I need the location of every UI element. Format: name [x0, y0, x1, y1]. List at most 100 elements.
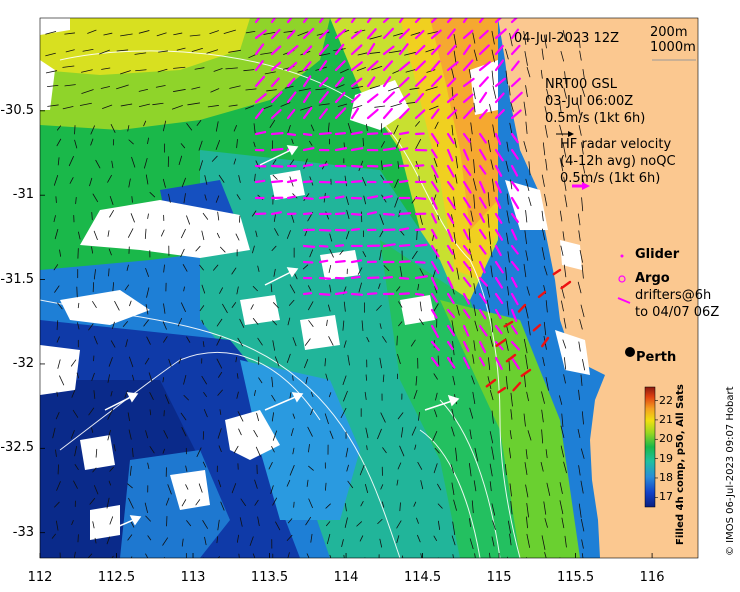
gsl-velocity-arrow — [238, 175, 241, 183]
gsl-velocity-arrow — [290, 428, 294, 436]
gsl-velocity-arrow — [545, 300, 548, 313]
colorbar — [644, 386, 658, 508]
gsl-velocity-arrow — [452, 554, 454, 558]
hf-radar-arrow — [430, 132, 440, 145]
gsl-velocity-arrow — [220, 246, 226, 253]
gsl-velocity-arrow — [209, 30, 219, 35]
gsl-velocity-arrow — [396, 286, 401, 292]
gsl-velocity-arrow — [273, 302, 279, 309]
gsl-velocity-arrow — [219, 409, 222, 415]
gsl-velocity-arrow — [163, 303, 166, 314]
hf-radar-arrow — [494, 292, 504, 305]
gsl-velocity-arrow — [435, 392, 438, 401]
hf-radar-arrow — [462, 324, 470, 337]
gsl-velocity-arrow — [546, 482, 551, 496]
gsl-velocity-arrow — [491, 70, 494, 86]
gsl-velocity-arrow — [563, 357, 567, 370]
gsl-velocity-arrow — [144, 158, 148, 169]
gsl-velocity-arrow — [202, 461, 207, 468]
gsl-velocity-arrow — [283, 30, 294, 33]
gsl-velocity-arrow — [559, 557, 561, 558]
gsl-velocity-arrow — [525, 250, 529, 261]
gsl-velocity-arrow — [87, 553, 93, 558]
gsl-velocity-arrow — [470, 210, 474, 222]
gsl-velocity-arrow — [253, 429, 258, 438]
hf-radar-arrow — [302, 163, 314, 168]
gsl-velocity-arrow — [54, 501, 60, 508]
hf-radar-arrow — [462, 308, 471, 319]
gsl-velocity-arrow — [434, 409, 438, 418]
gsl-velocity-arrow — [453, 232, 457, 244]
gsl-velocity-arrow — [473, 194, 476, 209]
gsl-velocity-arrow — [145, 174, 149, 185]
gsl-velocity-arrow — [420, 553, 423, 558]
gsl-velocity-arrow — [183, 394, 189, 401]
hf-radar-arrow — [462, 180, 472, 194]
hf-radar-arrow — [462, 356, 471, 370]
gsl-velocity-arrow — [287, 552, 290, 558]
gsl-velocity-arrow — [419, 318, 424, 326]
hf-radar-arrow — [414, 164, 425, 168]
gsl-velocity-arrow — [366, 445, 368, 451]
hf-radar-arrow — [478, 244, 487, 255]
gsl-velocity-arrow — [505, 48, 509, 60]
gsl-velocity-arrow — [380, 141, 385, 148]
gsl-velocity-arrow — [217, 389, 223, 396]
gsl-velocity-arrow — [581, 161, 586, 174]
x-tick-label: 114 — [333, 570, 359, 585]
hf-radar-arrow — [302, 196, 314, 200]
gsl-velocity-arrow — [562, 30, 566, 41]
gsl-velocity-arrow — [510, 409, 513, 420]
hf-radar-arrow — [318, 276, 332, 280]
gsl-velocity-arrow — [114, 300, 120, 311]
gsl-velocity-arrow — [541, 210, 544, 222]
hf-radar-arrow — [382, 18, 390, 24]
hf-radar-arrow — [430, 212, 438, 224]
gsl-velocity-arrow — [113, 444, 116, 452]
y-tick-label: -32.5 — [0, 440, 34, 456]
gsl-velocity-arrow — [577, 213, 581, 226]
hf-radar-arrow — [462, 93, 474, 104]
gsl-velocity-arrow — [171, 105, 183, 110]
gsl-velocity-arrow — [507, 556, 508, 558]
gsl-velocity-arrow — [437, 520, 441, 530]
gsl-velocity-arrow — [581, 553, 584, 558]
gsl-velocity-arrow — [347, 480, 354, 489]
hf-radar-arrow — [446, 61, 459, 72]
hf-radar-arrow — [510, 164, 519, 177]
gsl-velocity-arrow — [544, 193, 548, 207]
gsl-velocity-arrow — [580, 518, 585, 532]
gsl-velocity-arrow — [91, 211, 93, 221]
gsl-velocity-arrow — [417, 283, 420, 291]
gsl-velocity-arrow — [271, 394, 276, 402]
hf-radar-arrow — [350, 18, 357, 24]
hf-radar-arrow — [510, 324, 518, 335]
gsl-velocity-arrow — [304, 359, 309, 369]
gsl-velocity-arrow — [68, 156, 74, 167]
hf-radar-arrow — [510, 91, 523, 104]
gsl-velocity-arrow — [310, 408, 314, 415]
gsl-velocity-arrow — [82, 48, 94, 52]
gsl-velocity-arrow — [491, 318, 493, 333]
hf-radar-arrow — [382, 91, 396, 104]
hf-radar-arrow — [318, 44, 329, 56]
hf-radar-arrow — [494, 180, 502, 194]
hf-radar-arrow — [398, 260, 411, 264]
drifter-arrow — [505, 353, 517, 363]
gsl-velocity-arrow — [74, 445, 77, 457]
gsl-velocity-arrow — [273, 268, 276, 277]
gsl-velocity-arrow — [578, 124, 582, 136]
hf-radar-arrow — [302, 61, 312, 72]
hf-radar-arrow — [270, 77, 280, 88]
hf-radar-arrow — [430, 340, 440, 352]
gsl-velocity-arrow — [365, 374, 368, 381]
hf-radar-arrow — [366, 18, 373, 24]
gsl-velocity-arrow — [289, 465, 295, 476]
gsl-velocity-arrow — [366, 123, 368, 131]
gsl-velocity-arrow — [433, 303, 439, 313]
hf-radar-arrow — [478, 356, 486, 367]
gsl-velocity-arrow — [489, 336, 494, 347]
hf-radar-arrow — [446, 308, 456, 319]
gsl-velocity-arrow — [544, 125, 548, 138]
gsl-velocity-arrow — [100, 86, 111, 89]
